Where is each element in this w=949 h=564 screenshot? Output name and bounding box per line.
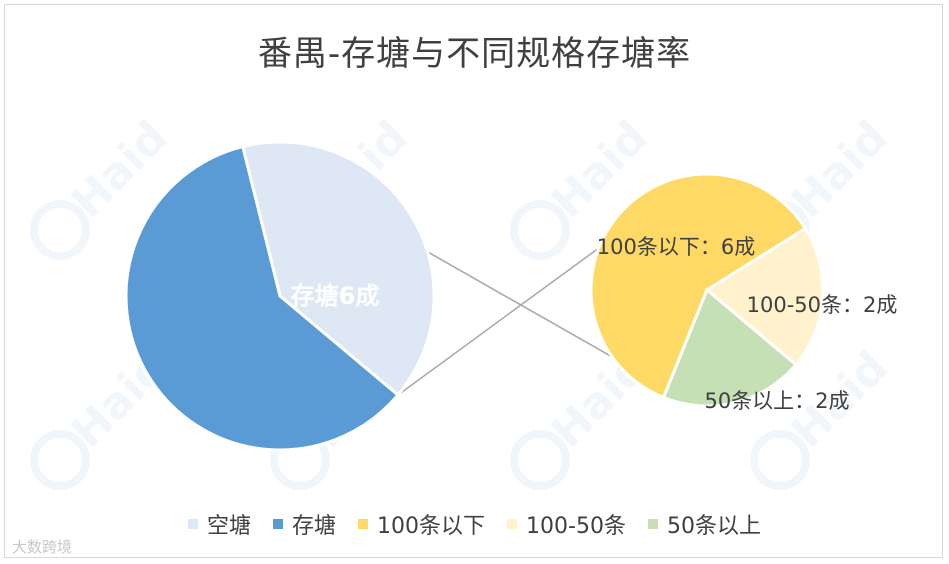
chart-title: 番禺-存塘与不同规格存塘率 (257, 34, 692, 74)
chart-legend: 空塘 存塘 100条以下 100-50条 50条以上 (0, 508, 949, 540)
legend-item-0: 空塘 (188, 508, 251, 540)
legend-label: 存塘 (292, 514, 337, 539)
legend-label: 100条以下 (377, 514, 486, 539)
sub-data-label-1: 100-50条：2成 (747, 293, 898, 317)
legend-label: 空塘 (207, 514, 252, 539)
sub-pie-slice-1 (704, 226, 825, 367)
svg-text:Haid: Haid (782, 112, 898, 228)
legend-swatch (188, 519, 199, 529)
main-pie-slice-1 (124, 144, 401, 452)
sub-pie-slice-0 (589, 172, 808, 400)
legend-label: 100-50条 (526, 514, 626, 539)
legend-item-4: 50条以上 (647, 508, 761, 540)
legend-swatch (358, 519, 369, 529)
corner-watermark: 大数跨境 (12, 538, 73, 556)
legend-swatch (647, 519, 658, 529)
legend-item-1: 存塘 (273, 508, 336, 540)
legend-item-3: 100-50条 (507, 508, 626, 540)
legend-label: 50条以上 (666, 514, 761, 539)
legend-item-2: 100条以下 (358, 508, 485, 540)
main-data-label-1: 存塘6成 (291, 282, 380, 310)
legend-swatch (507, 519, 518, 529)
sub-data-label-0: 100条以下：6成 (597, 235, 755, 259)
sub-data-label-2: 50条以上：2成 (704, 389, 849, 413)
main-pie-slice-0 (240, 140, 436, 398)
legend-swatch (273, 519, 284, 529)
sub-pie-slice-2 (661, 287, 798, 408)
